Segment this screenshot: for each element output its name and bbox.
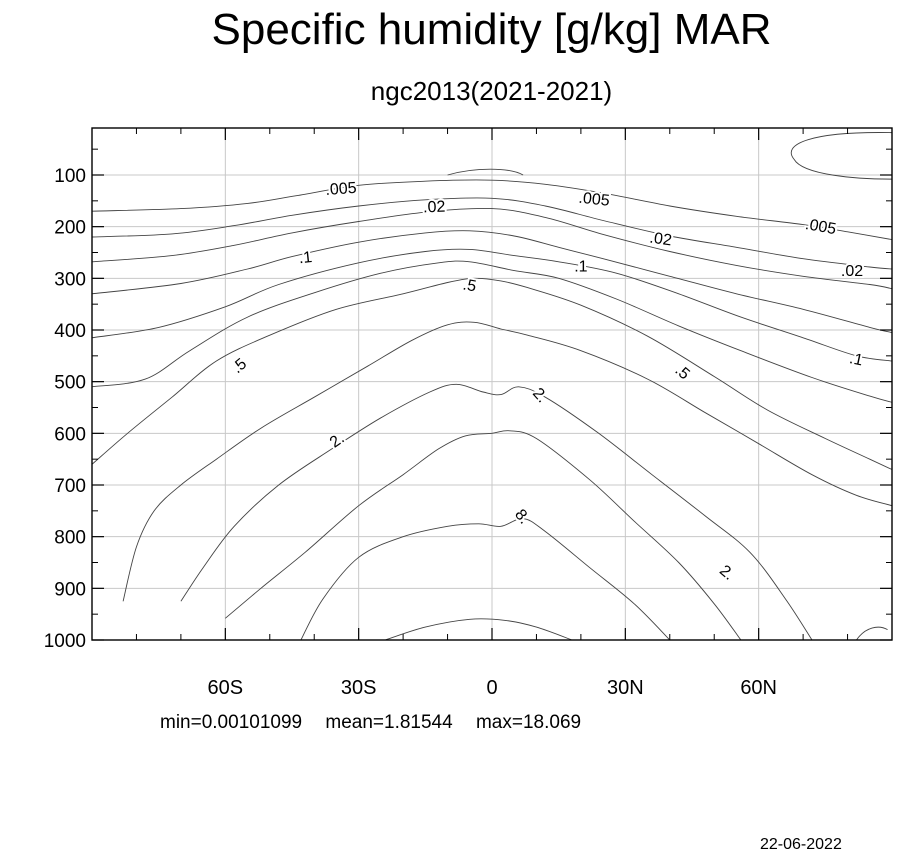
- contour-line-4: [225, 430, 742, 641]
- x-tick-label: 30S: [341, 677, 377, 699]
- contour-line-8: [300, 518, 671, 641]
- x-tick-label: 30N: [607, 677, 644, 699]
- y-tick-labels: 100 200 300 400 500 600 700 800 900 1000: [44, 166, 86, 652]
- y-tick-label: 400: [54, 321, 86, 342]
- contour-label: .005: [578, 190, 611, 210]
- axis-ticks: [92, 128, 892, 641]
- contour-label: .02: [841, 263, 863, 280]
- contour-line-0p01: [91, 197, 893, 270]
- contour-lines: [91, 132, 893, 641]
- contour-label: .005: [325, 180, 357, 199]
- contour-label: 8.: [511, 506, 533, 527]
- date-stamp: 22-06-2022: [760, 836, 842, 853]
- contour-label: .02: [423, 199, 446, 217]
- contour-line-2: [180, 383, 813, 641]
- y-tick-label: 200: [54, 218, 86, 239]
- contour-label: .5: [461, 276, 477, 295]
- contour-line-0p5: [91, 277, 893, 470]
- contour-label: .1: [574, 258, 587, 275]
- y-tick-label: 300: [54, 269, 86, 290]
- contour-line-closed: [447, 168, 524, 176]
- y-tick-label: 600: [54, 424, 86, 445]
- contour-label: .1: [848, 350, 865, 369]
- contour-label: 2.: [529, 385, 551, 406]
- x-tick-label: 60N: [740, 677, 777, 699]
- y-tick-label: 100: [54, 166, 86, 187]
- x-tick-label: 0: [486, 677, 497, 699]
- contour-label: .5: [229, 355, 250, 377]
- y-tick-label: 700: [54, 476, 86, 497]
- y-tick-label: 1000: [44, 631, 86, 652]
- y-tick-label: 900: [54, 579, 86, 600]
- contour-label: 2.: [716, 562, 737, 584]
- contour-line-16: [385, 618, 573, 641]
- contour-line-closed: [856, 626, 888, 641]
- grid-lines: [92, 128, 892, 641]
- contour-label: .5: [672, 362, 693, 384]
- x-tick-labels: 60S 30S 0 30N 60N: [208, 677, 777, 699]
- chart-subtitle: ngc2013(2021-2021): [370, 76, 613, 106]
- contour-line-0p1: [91, 248, 893, 362]
- contour-line-closed: [790, 132, 893, 180]
- contour-label: .005: [804, 216, 838, 238]
- contour-line-0p02: [91, 207, 893, 290]
- contour-line-0p05: [91, 230, 893, 334]
- contour-line-1: [122, 321, 893, 602]
- contour-label: .02: [648, 230, 672, 250]
- chart-title: Specific humidity [g/kg] MAR: [211, 5, 772, 54]
- y-tick-label: 500: [54, 373, 86, 394]
- contour-label: .1: [298, 249, 313, 267]
- stat-mean: mean=1.81544: [325, 712, 453, 733]
- stat-min: min=0.00101099: [160, 712, 303, 733]
- stats-line: min=0.00101099 mean=1.81544 max=18.069: [160, 712, 599, 734]
- contour-line-0p2: [91, 260, 893, 403]
- y-tick-label: 800: [54, 528, 86, 549]
- x-tick-label: 60S: [208, 677, 244, 699]
- stat-max: max=18.069: [475, 712, 582, 733]
- contour-line-0p005: [91, 179, 893, 241]
